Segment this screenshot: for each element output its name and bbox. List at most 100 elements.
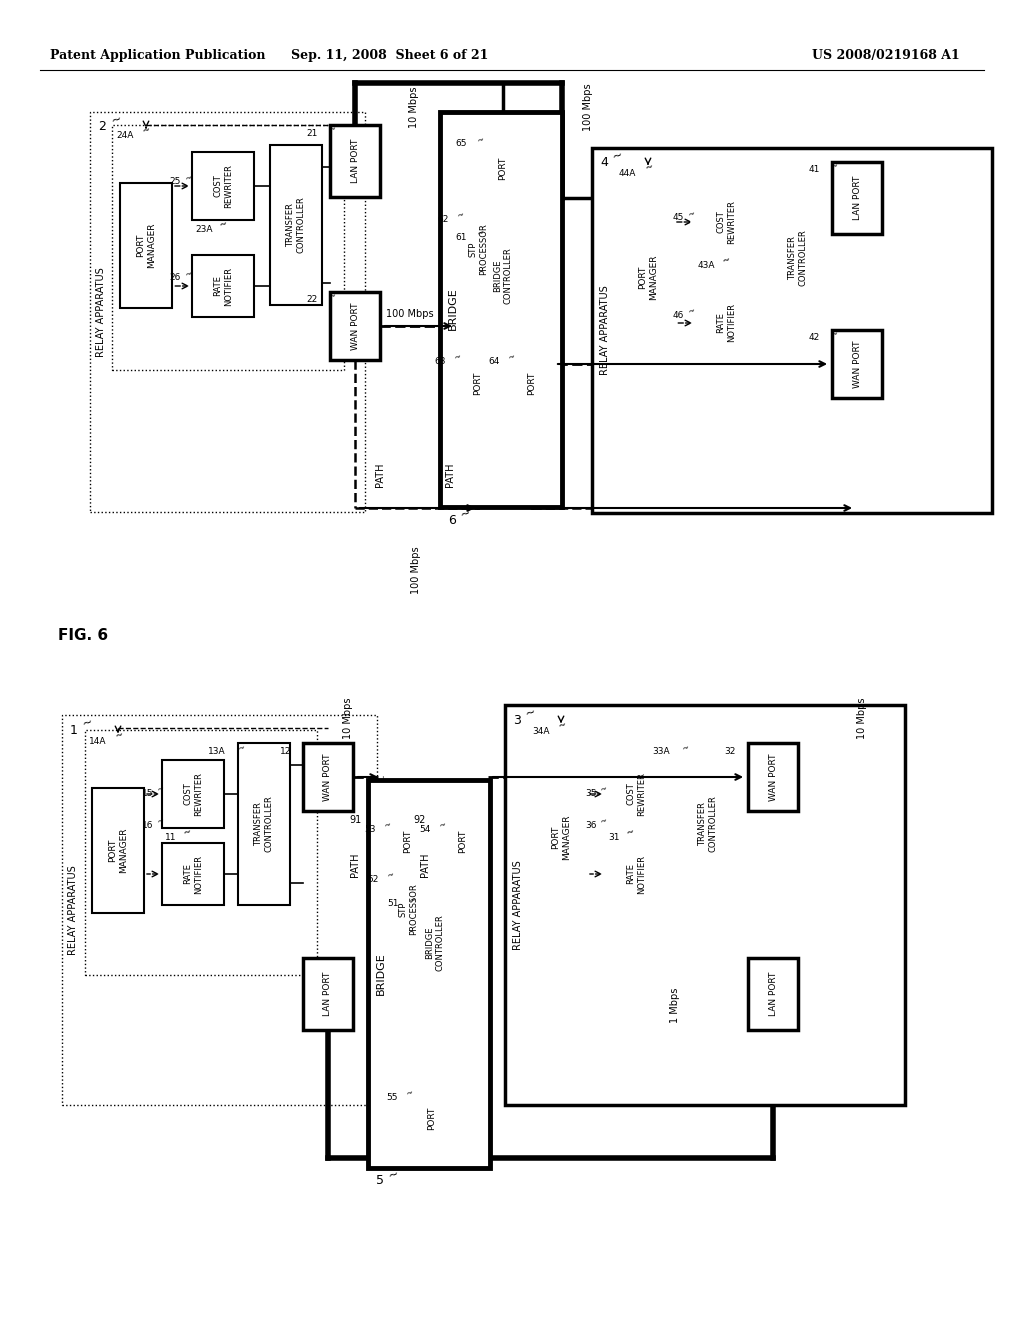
Text: WAN PORT: WAN PORT	[350, 302, 359, 350]
Text: BRIDGE: BRIDGE	[376, 953, 386, 995]
Text: 1 Mbps: 1 Mbps	[670, 987, 680, 1023]
Text: ~: ~	[183, 268, 193, 280]
Text: 63: 63	[434, 356, 446, 366]
Text: 45: 45	[673, 214, 684, 223]
Text: 16: 16	[142, 821, 154, 829]
Text: 10 Mbps: 10 Mbps	[409, 86, 419, 128]
Bar	[383, 870, 433, 948]
Text: 10 Mbps: 10 Mbps	[343, 697, 353, 739]
Text: 24A: 24A	[116, 132, 133, 140]
Bar	[476, 228, 531, 325]
Text: RELAY APPARATUS: RELAY APPARATUS	[600, 285, 610, 375]
Bar	[62, 715, 377, 1105]
Text: RELAY APPARATUS: RELAY APPARATUS	[513, 861, 523, 950]
Text: 61: 61	[456, 232, 467, 242]
Text: 34A: 34A	[532, 726, 550, 735]
Bar	[605, 760, 667, 828]
Text: PORT: PORT	[499, 156, 508, 180]
Text: 10 Mbps: 10 Mbps	[857, 697, 867, 739]
Bar	[528, 719, 760, 965]
Text: ~: ~	[644, 162, 655, 174]
Bar	[303, 743, 353, 810]
Text: 32: 32	[725, 747, 736, 756]
Text: 51: 51	[387, 899, 399, 908]
Text: 53: 53	[365, 825, 376, 833]
Text: WAN PORT: WAN PORT	[768, 754, 777, 801]
Text: ~: ~	[829, 329, 839, 339]
Text: ~: ~	[80, 715, 94, 731]
Text: US 2008/0219168 A1: US 2008/0219168 A1	[812, 49, 961, 62]
Bar	[90, 112, 365, 512]
Text: 21: 21	[306, 128, 318, 137]
Bar	[383, 820, 433, 863]
Text: ~: ~	[523, 705, 538, 721]
Text: BRIDGE
CONTROLLER: BRIDGE CONTROLLER	[425, 915, 444, 972]
Text: 43A: 43A	[698, 260, 716, 269]
Bar	[748, 958, 798, 1030]
Text: COST
REWRITER: COST REWRITER	[183, 772, 203, 816]
Text: BRIDGE: BRIDGE	[449, 288, 458, 330]
Text: RATE
NOTIFIER: RATE NOTIFIER	[627, 854, 646, 894]
Text: PORT: PORT	[427, 1106, 436, 1130]
Text: ~: ~	[452, 351, 462, 363]
Text: PATH: PATH	[350, 853, 360, 878]
Text: ~: ~	[141, 125, 152, 137]
Text: 23A: 23A	[195, 224, 213, 234]
Text: COST
REWRITER: COST REWRITER	[627, 772, 646, 816]
Bar	[193, 255, 254, 317]
Text: LAN PORT: LAN PORT	[350, 139, 359, 183]
Bar	[438, 820, 488, 863]
Text: STP
PROCESSOR: STP PROCESSOR	[468, 223, 487, 275]
Bar	[162, 760, 224, 828]
Text: 31: 31	[608, 833, 620, 842]
Text: LAN PORT: LAN PORT	[324, 972, 333, 1016]
Text: 64: 64	[488, 356, 500, 366]
Bar	[772, 178, 824, 338]
Text: ~: ~	[407, 895, 417, 906]
Bar	[453, 210, 503, 288]
Text: PORT
MANAGER: PORT MANAGER	[109, 828, 128, 873]
Text: PORT: PORT	[527, 371, 537, 395]
Text: ~: ~	[686, 305, 695, 317]
Text: ~: ~	[114, 730, 125, 742]
Text: PATH: PATH	[445, 463, 455, 487]
Text: RATE
NOTIFIER: RATE NOTIFIER	[213, 267, 232, 305]
Text: ~: ~	[455, 210, 465, 220]
Text: COST
REWRITER: COST REWRITER	[213, 164, 232, 209]
Bar	[622, 215, 674, 341]
Bar	[695, 187, 757, 256]
Text: 100 Mbps: 100 Mbps	[386, 309, 434, 319]
Text: COST
REWRITER: COST REWRITER	[717, 201, 735, 244]
Text: ~: ~	[680, 743, 689, 754]
Text: 65: 65	[456, 140, 467, 149]
Text: 3: 3	[513, 714, 521, 726]
Bar	[748, 743, 798, 810]
Bar	[831, 330, 882, 399]
Text: PORT
MANAGER: PORT MANAGER	[638, 255, 657, 300]
Text: 41: 41	[809, 165, 820, 174]
Text: 6: 6	[449, 513, 456, 527]
Bar	[330, 125, 380, 197]
Text: PATH: PATH	[420, 853, 430, 878]
Text: TRANSFER
CONTROLLER: TRANSFER CONTROLLER	[287, 197, 306, 253]
Text: ~: ~	[829, 161, 839, 172]
Text: LAN PORT: LAN PORT	[853, 176, 861, 220]
Text: STP
PROCESSOR: STP PROCESSOR	[398, 883, 418, 935]
Text: ~: ~	[327, 124, 337, 135]
Text: 44A: 44A	[618, 169, 636, 177]
Bar	[453, 352, 503, 414]
Text: RELAY APPARATUS: RELAY APPARATUS	[96, 267, 106, 356]
Text: WAN PORT: WAN PORT	[853, 341, 861, 388]
Bar	[193, 152, 254, 220]
Bar	[535, 775, 587, 900]
Text: ~: ~	[327, 290, 337, 301]
Text: 100 Mbps: 100 Mbps	[583, 83, 593, 131]
Text: 100 Mbps: 100 Mbps	[411, 546, 421, 594]
Text: TRANSFER
CONTROLLER: TRANSFER CONTROLLER	[788, 230, 808, 286]
Bar	[92, 788, 144, 913]
Text: 52: 52	[368, 874, 379, 883]
Bar	[440, 112, 562, 507]
Text: 5: 5	[376, 1175, 384, 1188]
Text: ~: ~	[382, 820, 391, 830]
Text: 15: 15	[142, 788, 154, 797]
